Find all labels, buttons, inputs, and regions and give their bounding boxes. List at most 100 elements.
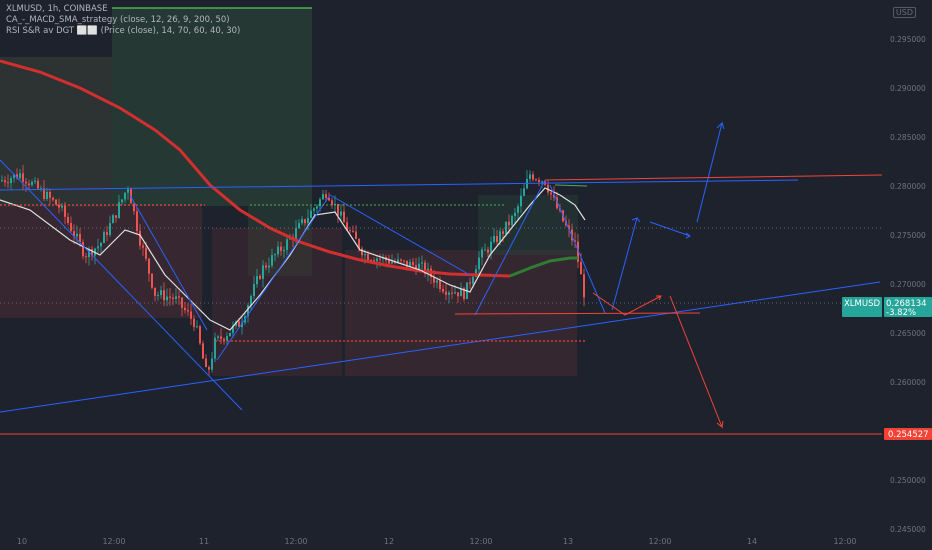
indicator-lines xyxy=(0,59,586,331)
candle-body xyxy=(520,195,522,207)
candle-body xyxy=(100,243,102,247)
level-green-short xyxy=(554,184,588,187)
candle-body xyxy=(580,261,582,275)
candle-body xyxy=(316,206,318,209)
resistance-trendline xyxy=(0,179,799,191)
symbol-title[interactable]: XLMUSD, 1h, COINBASE xyxy=(6,4,108,14)
candle-body xyxy=(505,221,507,234)
candle-body xyxy=(88,248,90,258)
candle-body xyxy=(229,332,231,337)
time-axis[interactable]: 10 12:00 11 12:00 12 12:00 13 12:00 14 12:00 xyxy=(17,537,857,546)
candle-body xyxy=(187,310,189,312)
candle-body xyxy=(151,273,153,288)
price-axis[interactable]: 0.295000 0.290000 0.285000 0.280000 0.275000… xyxy=(890,35,926,534)
candle-body xyxy=(238,321,240,328)
candle-body xyxy=(178,296,180,298)
candle-body xyxy=(10,178,12,184)
candle-body xyxy=(109,223,111,235)
candle-body xyxy=(184,307,186,311)
zone-short-loss-1 xyxy=(0,206,202,318)
price-tick-label: 0.245000 xyxy=(890,525,926,534)
candle-body xyxy=(52,197,54,200)
candle-body xyxy=(352,230,354,232)
candle-body xyxy=(364,254,366,256)
candle-body xyxy=(568,225,570,230)
candle-body xyxy=(538,179,540,183)
candle-body xyxy=(124,192,126,200)
candle-body xyxy=(439,280,441,289)
candle-body xyxy=(79,233,81,243)
candle-body xyxy=(313,208,315,211)
candle-body xyxy=(85,256,87,258)
candle-body xyxy=(553,194,555,198)
candle-body xyxy=(295,228,297,240)
candle-body xyxy=(502,231,504,234)
projection-up-arrow xyxy=(611,217,641,311)
candle-body xyxy=(262,265,264,279)
candle-body xyxy=(454,292,456,294)
candle-body xyxy=(142,245,144,248)
candle-body xyxy=(19,173,21,179)
candle-body xyxy=(103,232,105,244)
candle-body xyxy=(241,322,243,328)
candle-body xyxy=(511,216,513,226)
candle-body xyxy=(532,174,534,180)
candle-body xyxy=(409,261,411,267)
chart-legend: XLMUSD, 1h, COINBASE CA_-_MACD_SMA_strat… xyxy=(6,4,240,37)
candle-body xyxy=(247,305,249,317)
candle-body xyxy=(574,240,576,242)
symbol-badge-text: XLMUSD xyxy=(844,299,881,309)
macd-strategy-label[interactable]: CA_-_MACD_SMA_strategy (close, 12, 26, 9… xyxy=(6,15,230,25)
candle-body xyxy=(163,290,165,301)
price-tick-label: 0.290000 xyxy=(890,84,926,93)
last-price-change: -3.82% xyxy=(886,308,916,318)
currency-tag[interactable]: USD xyxy=(892,7,916,18)
candle-body xyxy=(205,358,207,368)
time-tick-label: 12:00 xyxy=(833,537,856,546)
last-price-badge xyxy=(884,297,932,317)
candle-body xyxy=(472,276,474,284)
candle-body xyxy=(157,295,159,297)
candle-body xyxy=(274,254,276,256)
candle-body xyxy=(397,259,399,263)
price-tick-label: 0.285000 xyxy=(890,133,926,142)
candle-body xyxy=(514,212,516,217)
candle-body xyxy=(1,180,3,182)
ema-fast-line xyxy=(0,187,586,331)
candle-body xyxy=(373,260,375,262)
candle-body xyxy=(166,296,168,301)
candle-body xyxy=(541,181,543,183)
price-badges: XLMUSD 0.268134-3.82% 0.254527 xyxy=(842,297,932,440)
candle-body xyxy=(412,261,414,266)
candle-body xyxy=(16,174,18,179)
candle-body xyxy=(46,192,48,199)
candle-body xyxy=(181,297,183,308)
candle-body xyxy=(76,233,78,237)
candle-body xyxy=(547,184,549,193)
candle-body xyxy=(64,205,66,217)
channel-line-1 xyxy=(0,159,243,411)
candle-body xyxy=(175,296,177,300)
channel-line-2 xyxy=(129,194,208,331)
candle-body xyxy=(457,292,459,297)
candle-body xyxy=(490,241,492,253)
projection-down xyxy=(549,184,606,314)
candle-body xyxy=(70,222,72,232)
rsi-indicator-label[interactable]: RSI S&R av DGT ⬜⬜ (Price (close), 14, 70… xyxy=(6,26,241,36)
drawing-lines xyxy=(0,121,883,435)
support-trendline xyxy=(0,281,881,413)
candle-body xyxy=(256,276,258,285)
candle-body xyxy=(58,204,60,208)
candle-body xyxy=(250,296,252,306)
strategy-zones xyxy=(0,7,578,376)
candle-body xyxy=(319,199,321,207)
candle-body xyxy=(577,241,579,262)
time-tick-label: 14 xyxy=(747,537,757,546)
projection-right-arrow xyxy=(649,221,691,239)
symbol-badge xyxy=(842,297,882,317)
candle-body xyxy=(220,336,222,339)
candle-body xyxy=(34,180,36,183)
candle-body xyxy=(325,194,327,198)
candle-body xyxy=(268,265,270,268)
